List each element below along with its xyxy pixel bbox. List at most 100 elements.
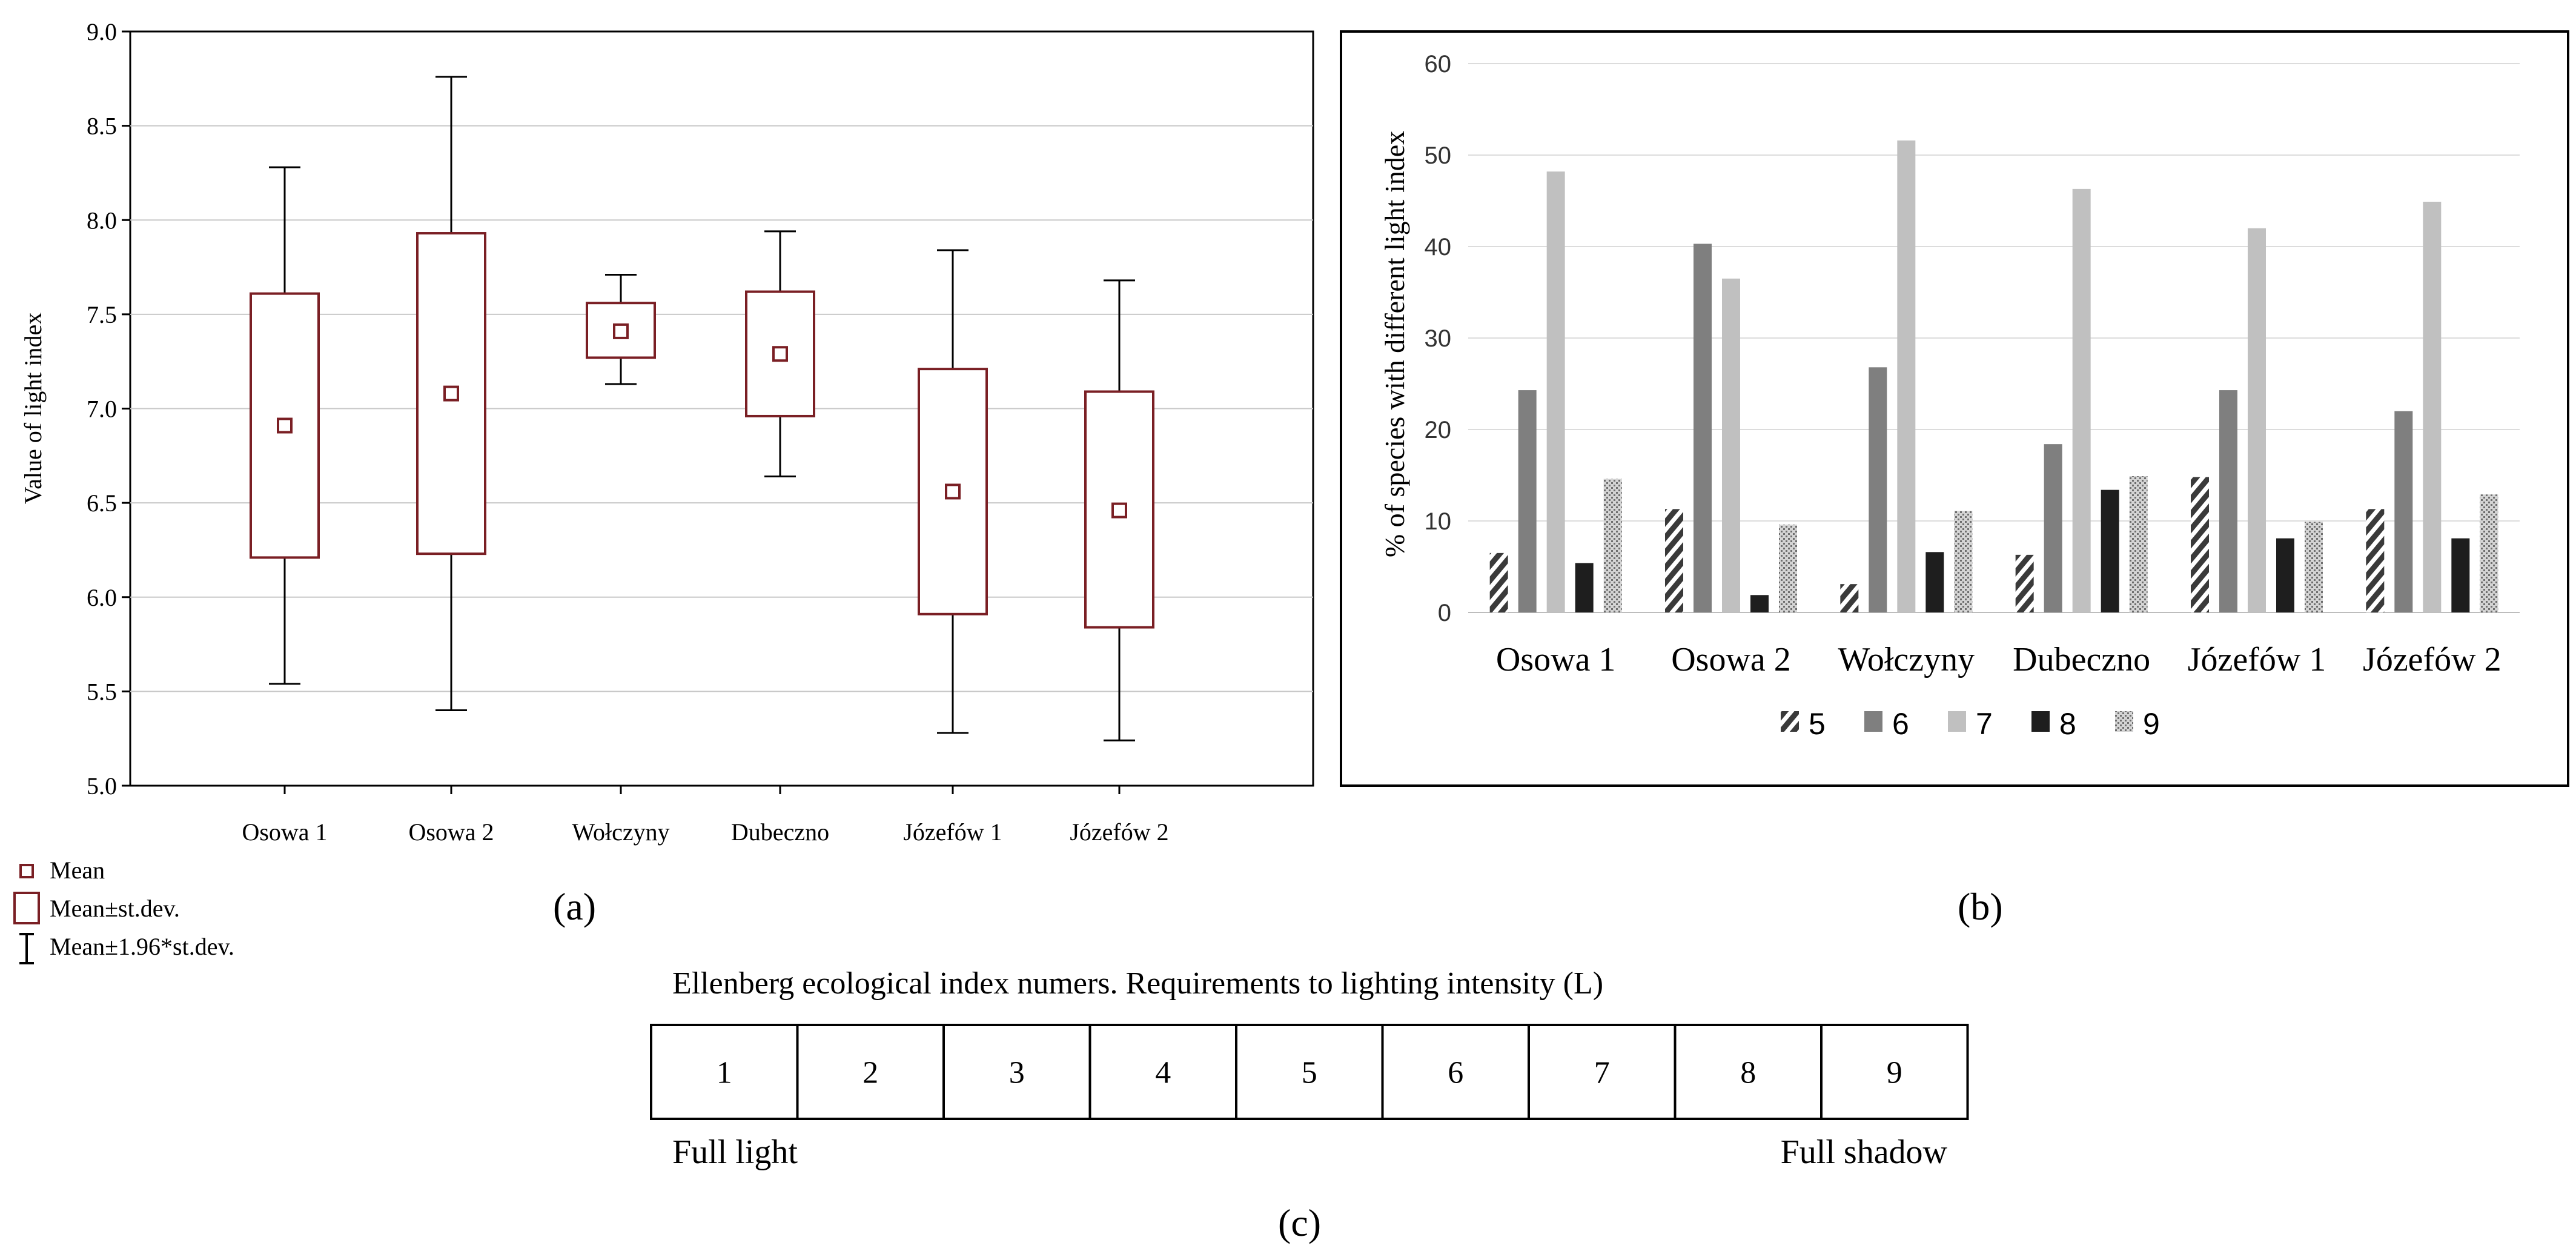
legend-mean-symbol xyxy=(19,864,34,878)
sd-box xyxy=(918,368,988,615)
bar-series-5 xyxy=(1665,509,1683,612)
panel-a-y-tick-label: 8.5 xyxy=(87,113,117,140)
panel-b-x-tick-label: Osowa 2 xyxy=(1671,641,1791,678)
legend-mean-label: Mean xyxy=(50,857,105,884)
panel-b-bar-chart: 0 10 20 30 40 50 60 Osowa 1 Osowa 2 Wołczyny Dube… xyxy=(1340,30,2569,928)
panel-a-x-tick-label: Osowa 2 xyxy=(408,818,494,846)
mean-marker xyxy=(277,417,293,434)
panel-b-x-tick-label: Osowa 1 xyxy=(1496,641,1616,678)
bar-series-8 xyxy=(1750,595,1769,612)
bar-series-9 xyxy=(1779,525,1797,612)
panel-a-boxes xyxy=(250,76,1154,741)
panel-a-y-tick-label: 7.5 xyxy=(87,301,117,328)
mean-marker xyxy=(945,483,961,500)
legend-sd-symbol xyxy=(13,892,40,924)
panel-a-y-axis-label: Value of light index xyxy=(19,313,47,505)
panel-c-left-label: Full light xyxy=(672,1133,798,1171)
panel-b-y-tick-label: 20 xyxy=(1425,417,1452,443)
legend-swatch-8 xyxy=(2031,711,2050,732)
bar-series-5 xyxy=(1840,584,1859,612)
panel-a-x-tick-label: Dubeczno xyxy=(731,818,829,846)
scale-cell-label: 7 xyxy=(1594,1056,1610,1090)
legend-sd-label: Mean±st.dev. xyxy=(50,895,180,922)
scale-cell-label: 6 xyxy=(1448,1056,1463,1090)
bar-series-8 xyxy=(2451,538,2470,612)
panel-a-x-tick-label: Józefów 2 xyxy=(1070,818,1168,846)
legend-ci-label: Mean±1.96*st.dev. xyxy=(50,933,234,960)
legend-label-7: 7 xyxy=(1976,707,1993,741)
panel-a-y-tick-label: 9.0 xyxy=(87,18,117,45)
legend-label-6: 6 xyxy=(1892,707,1909,741)
panel-b-legend: 5 6 7 8 9 xyxy=(1781,707,2160,741)
panel-b-y-ticks: 0 10 20 30 40 50 60 xyxy=(1425,51,1452,626)
bar-series-8 xyxy=(1925,552,1944,612)
panel-c-right-label: Full shadow xyxy=(1781,1133,1948,1171)
legend-swatch-9 xyxy=(2115,711,2133,732)
bar-series-9 xyxy=(2129,476,2148,612)
panel-a-x-tick-label: Osowa 1 xyxy=(242,818,327,846)
bar-series-5 xyxy=(2191,477,2209,612)
panel-b-x-tick-label: Józefów 1 xyxy=(2188,641,2326,678)
bar-series-8 xyxy=(1575,563,1594,612)
bar-series-6 xyxy=(1694,244,1712,613)
bar-series-7 xyxy=(1546,171,1565,612)
legend-swatch-5 xyxy=(1781,711,1799,732)
legend-ci-symbol xyxy=(19,933,34,964)
scale-cell-label: 3 xyxy=(1009,1056,1025,1090)
panel-a-y-ticks: 5.0 5.5 6.0 6.5 7.0 7.5 8.0 8.5 9.0 xyxy=(87,18,130,800)
bar-series-9 xyxy=(2480,494,2498,612)
bar-series-5 xyxy=(1489,552,1508,612)
bar-series-5 xyxy=(2015,554,2034,612)
legend-label-9: 9 xyxy=(2143,707,2160,741)
panel-a-y-tick-label: 8.0 xyxy=(87,207,117,234)
sd-box xyxy=(1084,390,1154,629)
legend-label-8: 8 xyxy=(2059,707,2076,741)
panel-b-label: (b) xyxy=(1958,885,2003,928)
panel-c-scale-table: 1 2 3 4 5 6 7 8 9 xyxy=(650,1024,1969,1120)
bar-series-7 xyxy=(2423,202,2442,612)
bar-series-5 xyxy=(2366,509,2385,612)
panel-b-y-tick-label: 40 xyxy=(1425,234,1452,260)
scale-cell xyxy=(1381,1024,1530,1120)
mean-marker xyxy=(613,323,629,339)
bar-series-6 xyxy=(2044,444,2062,612)
scale-cell xyxy=(796,1024,945,1120)
bar-series-9 xyxy=(2305,522,2323,612)
panel-b-frame xyxy=(1340,30,2569,787)
scale-cell-label: 5 xyxy=(1302,1056,1317,1090)
bar-series-9 xyxy=(1603,479,1622,612)
panel-b-y-tick-label: 50 xyxy=(1425,142,1452,169)
panel-a-y-tick-label: 6.0 xyxy=(87,584,117,611)
panel-b-x-tick-label: Józefów 2 xyxy=(2363,641,2502,678)
panel-b-x-tick-label: Dubeczno xyxy=(2013,641,2150,678)
panel-a-x-tick-label: Józefów 1 xyxy=(903,818,1002,846)
panel-c-title: Ellenberg ecological index numers. Requi… xyxy=(672,966,1603,1001)
panel-a-box-chart: 5.05.56.06.57.07.58.08.59.0 Osowa 1 Osowa… xyxy=(13,18,1314,964)
scale-cell-label: 8 xyxy=(1740,1056,1756,1090)
panel-a-legend: Mean Mean±st.dev. Mean±1.96*st.dev. xyxy=(13,857,234,964)
scale-cell xyxy=(1820,1024,1969,1120)
bar-series-6 xyxy=(2219,390,2237,612)
scale-cell-label: 4 xyxy=(1155,1056,1171,1090)
panel-a-label: (a) xyxy=(553,885,596,928)
scale-cell xyxy=(1674,1024,1823,1120)
scale-cell xyxy=(1088,1024,1237,1120)
bar-series-7 xyxy=(2248,228,2266,612)
panel-a-y-tick-label: 5.5 xyxy=(87,678,117,705)
bar-series-9 xyxy=(1954,511,1973,612)
panel-b-y-axis-label: % of species with different light index xyxy=(1379,131,1410,557)
panel-b-y-tick-label: 10 xyxy=(1425,508,1452,535)
panel-b-bars xyxy=(1489,140,2498,613)
bar-series-8 xyxy=(2276,538,2294,612)
panel-c-label: (c) xyxy=(1278,1201,1321,1244)
scale-cell-label: 2 xyxy=(863,1056,878,1090)
panel-b-x-ticks: Osowa 1 Osowa 2 Wołczyny Dubeczno Józefów 1 J… xyxy=(1496,641,2502,678)
panel-a-x-tick-label: Wołczyny xyxy=(572,818,669,846)
panel-a-y-tick-label: 5.0 xyxy=(87,772,117,800)
panel-c-index-scale: Ellenberg ecological index numers. Requi… xyxy=(650,966,1969,1244)
scale-cell xyxy=(1235,1024,1384,1120)
bar-series-6 xyxy=(1518,390,1537,612)
mean-marker xyxy=(443,385,459,402)
panel-b-y-tick-label: 0 xyxy=(1438,600,1451,626)
